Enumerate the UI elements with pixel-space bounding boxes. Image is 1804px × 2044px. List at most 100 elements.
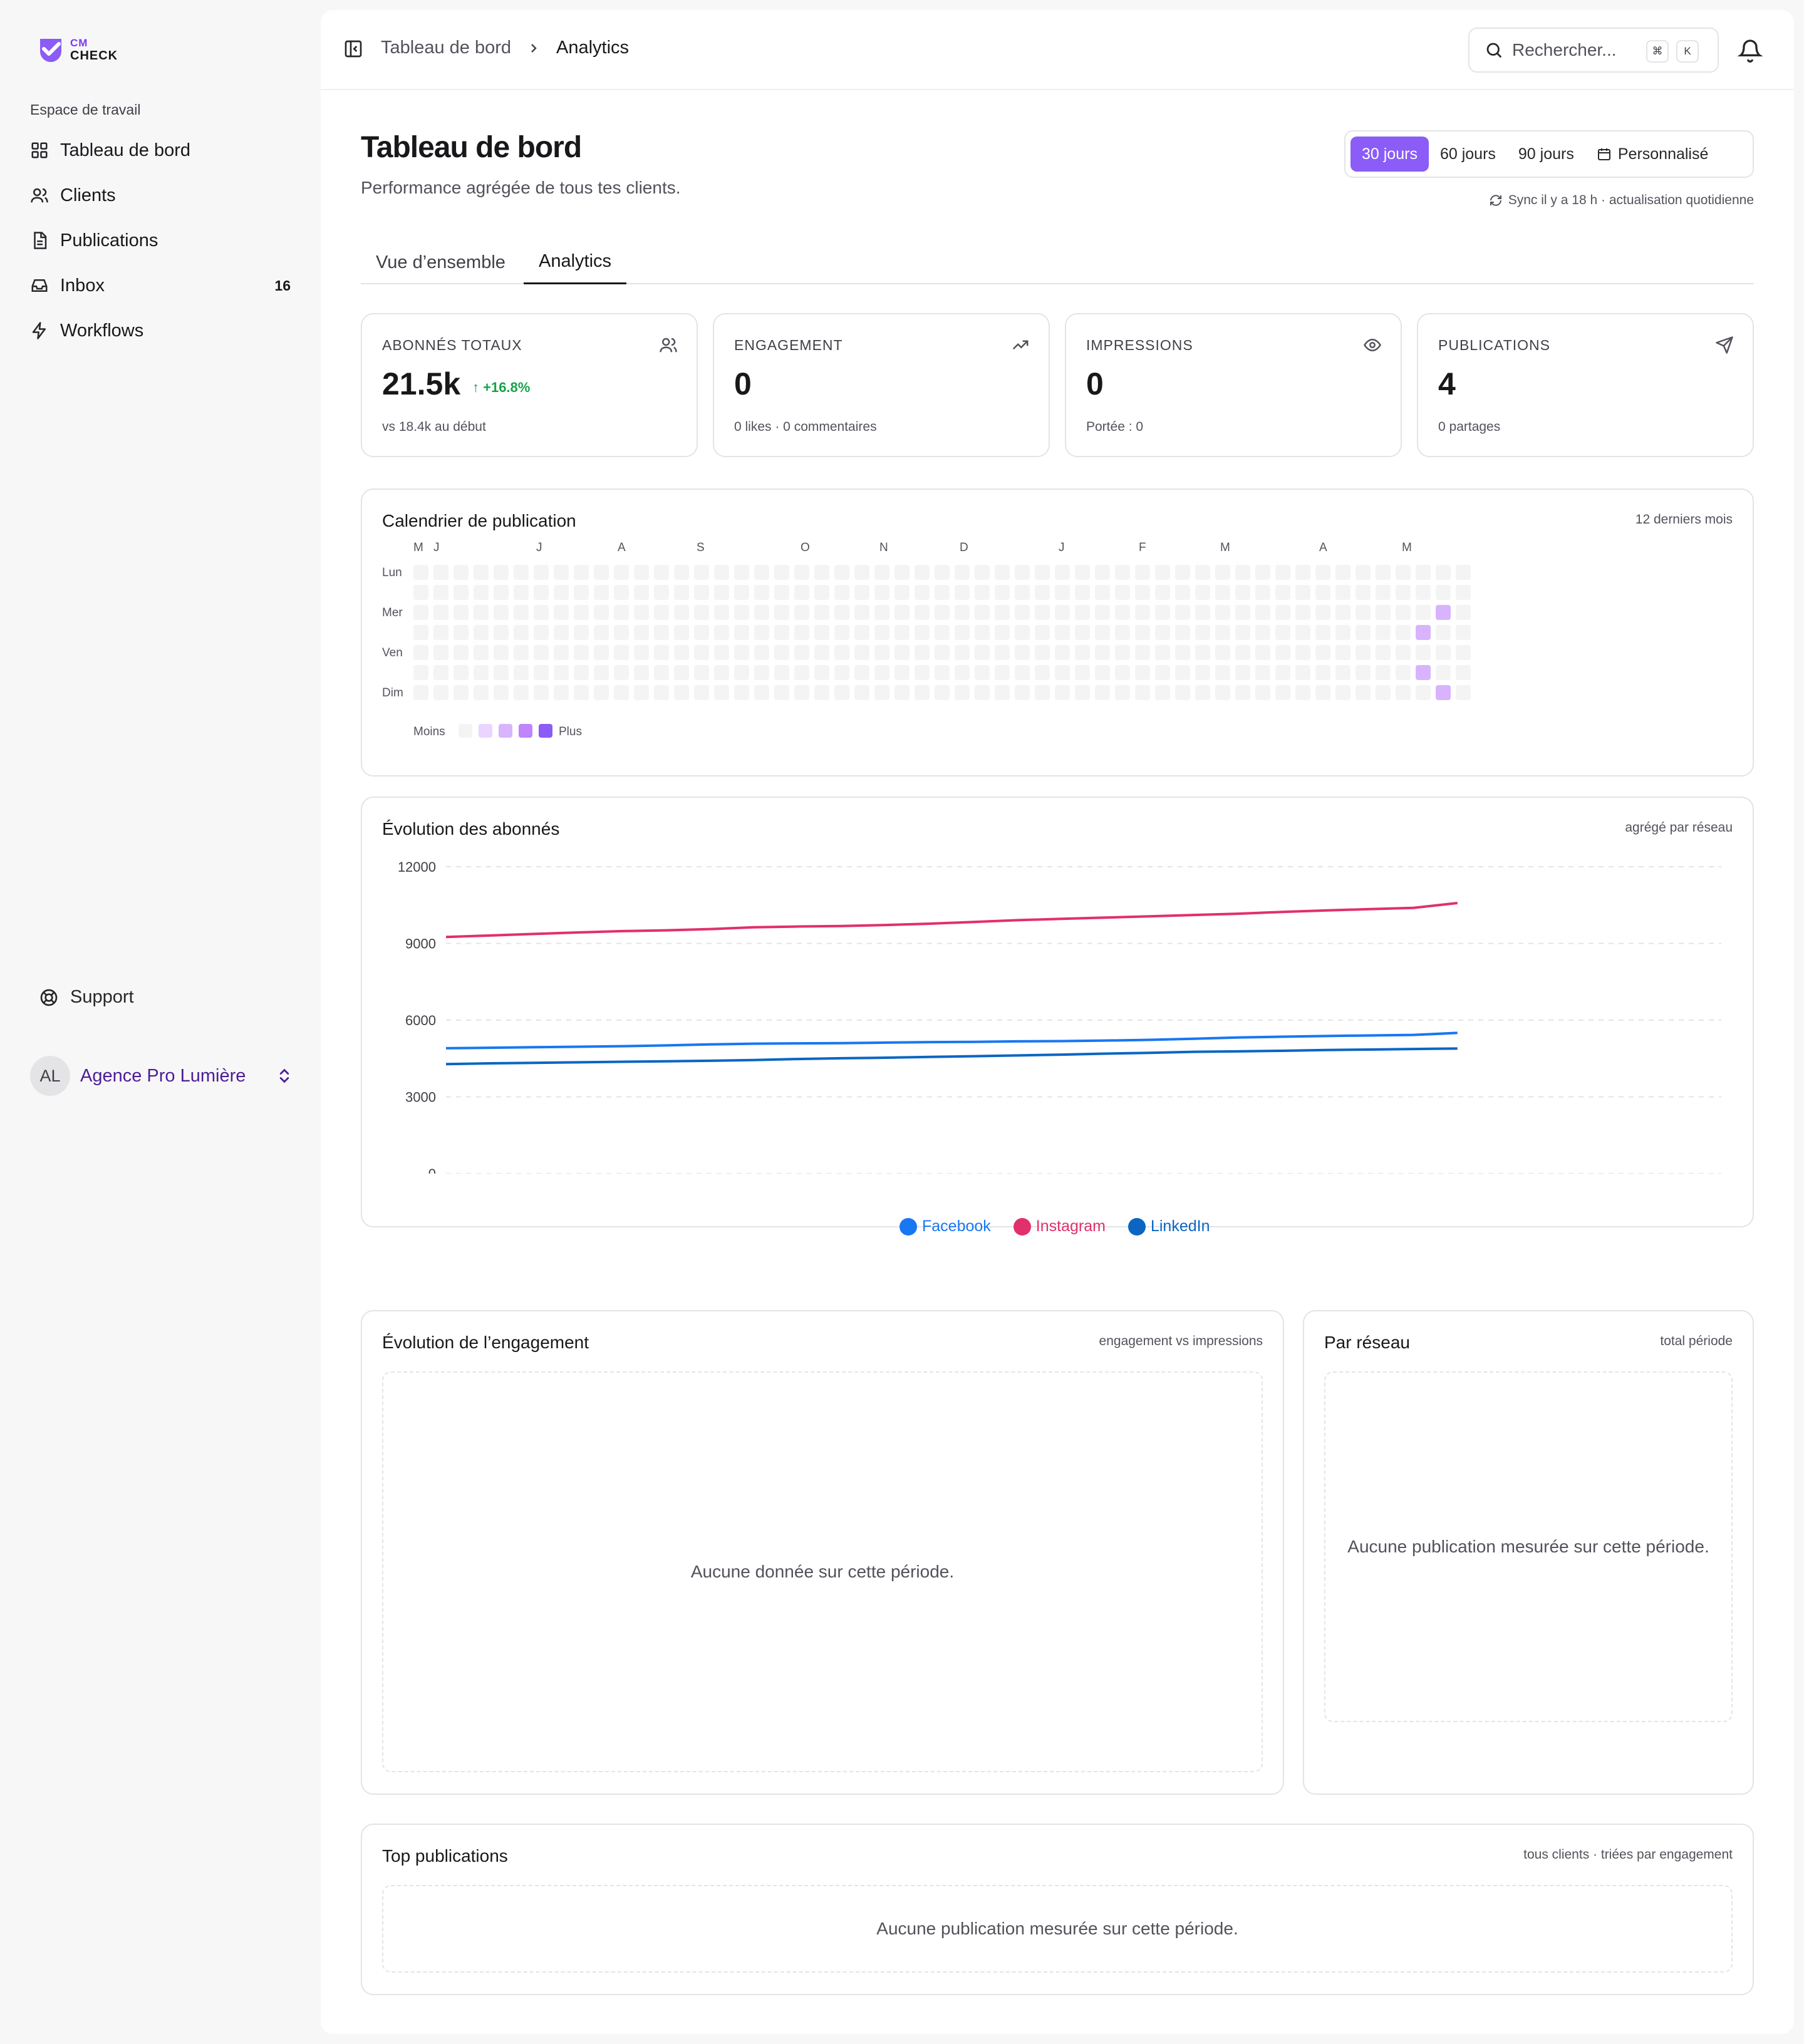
heatmap-cell[interactable] — [935, 685, 950, 700]
range-90-button[interactable]: 90 jours — [1518, 145, 1574, 163]
heatmap-cell[interactable] — [1396, 645, 1411, 660]
heatmap-cell[interactable] — [874, 625, 889, 640]
heatmap-cell[interactable] — [1295, 685, 1310, 700]
heatmap-cell[interactable] — [574, 645, 589, 660]
heatmap-cell[interactable] — [674, 645, 689, 660]
heatmap-cell[interactable] — [1255, 585, 1270, 600]
sidebar-item-dashboard[interactable]: Tableau de bord — [30, 128, 299, 173]
heatmap-cell[interactable] — [955, 625, 970, 640]
heatmap-cell[interactable] — [574, 665, 589, 680]
heatmap-cell[interactable] — [1095, 565, 1110, 580]
heatmap-cell[interactable] — [433, 605, 448, 620]
heatmap-cell[interactable] — [854, 565, 869, 580]
legend-item-linkedin[interactable]: LinkedIn — [1128, 1217, 1210, 1236]
heatmap-cell[interactable] — [734, 585, 749, 600]
heatmap-cell[interactable] — [413, 605, 428, 620]
heatmap-cell[interactable] — [894, 605, 910, 620]
heatmap-cell[interactable] — [874, 565, 889, 580]
sidebar-toggle-icon[interactable] — [343, 39, 363, 59]
heatmap-cell[interactable] — [574, 685, 589, 700]
heatmap-cell[interactable] — [413, 585, 428, 600]
heatmap-cell[interactable] — [1335, 625, 1350, 640]
heatmap-cell[interactable] — [734, 565, 749, 580]
heatmap-cell[interactable] — [794, 585, 809, 600]
heatmap-cell[interactable] — [433, 645, 448, 660]
heatmap-cell[interactable] — [935, 625, 950, 640]
heatmap-cell[interactable] — [594, 625, 609, 640]
heatmap-cell[interactable] — [1095, 685, 1110, 700]
heatmap-cell[interactable] — [955, 685, 970, 700]
heatmap-cell[interactable] — [794, 625, 809, 640]
heatmap-cell[interactable] — [1075, 625, 1090, 640]
heatmap-cell[interactable] — [433, 585, 448, 600]
heatmap-cell[interactable] — [674, 625, 689, 640]
heatmap-cell[interactable] — [694, 565, 709, 580]
heatmap-cell[interactable] — [1015, 625, 1030, 640]
heatmap-cell[interactable] — [594, 605, 609, 620]
legend-item-instagram[interactable]: Instagram — [1013, 1217, 1106, 1236]
heatmap-cell[interactable] — [714, 605, 729, 620]
heatmap-cell[interactable] — [454, 585, 469, 600]
heatmap-cell[interactable] — [1095, 585, 1110, 600]
heatmap-cell[interactable] — [433, 565, 448, 580]
heatmap-cell[interactable] — [714, 665, 729, 680]
heatmap-cell[interactable] — [1335, 645, 1350, 660]
heatmap-cell[interactable] — [1396, 565, 1411, 580]
heatmap-cell[interactable] — [1356, 625, 1371, 640]
heatmap-cell[interactable] — [774, 625, 789, 640]
heatmap-cell[interactable] — [594, 665, 609, 680]
heatmap-cell[interactable] — [494, 605, 509, 620]
heatmap-cell[interactable] — [634, 645, 649, 660]
heatmap-cell[interactable] — [975, 625, 990, 640]
heatmap-cell[interactable] — [674, 565, 689, 580]
heatmap-cell[interactable] — [975, 585, 990, 600]
heatmap-cell[interactable] — [935, 645, 950, 660]
heatmap-cell[interactable] — [1376, 585, 1391, 600]
heatmap-cell[interactable] — [834, 565, 849, 580]
heatmap-cell[interactable] — [1075, 645, 1090, 660]
heatmap-cell[interactable] — [634, 605, 649, 620]
heatmap-cell[interactable] — [1115, 665, 1130, 680]
series-line-linkedin[interactable] — [445, 1047, 1458, 1066]
heatmap-cell[interactable] — [1235, 565, 1250, 580]
heatmap-cell[interactable] — [1195, 605, 1210, 620]
heatmap-cell[interactable] — [1315, 685, 1330, 700]
heatmap-cell[interactable] — [1396, 665, 1411, 680]
heatmap-cell[interactable] — [814, 585, 829, 600]
heatmap-cell[interactable] — [955, 565, 970, 580]
heatmap-cell[interactable] — [834, 685, 849, 700]
heatmap-cell[interactable] — [1195, 685, 1210, 700]
heatmap-cell[interactable] — [874, 685, 889, 700]
heatmap-cell[interactable] — [915, 645, 930, 660]
heatmap-cell[interactable] — [1015, 665, 1030, 680]
heatmap-cell[interactable] — [754, 605, 769, 620]
heatmap-cell[interactable] — [1255, 645, 1270, 660]
heatmap-cell[interactable] — [1255, 625, 1270, 640]
heatmap-cell[interactable] — [474, 565, 489, 580]
heatmap-cell[interactable] — [854, 685, 869, 700]
heatmap-cell[interactable] — [1015, 605, 1030, 620]
heatmap-cell[interactable] — [915, 625, 930, 640]
series-line-facebook[interactable] — [445, 1031, 1458, 1050]
heatmap-cell[interactable] — [995, 605, 1010, 620]
heatmap-cell[interactable] — [474, 625, 489, 640]
heatmap-cell[interactable] — [894, 645, 910, 660]
heatmap-cell[interactable] — [1075, 565, 1090, 580]
heatmap-cell[interactable] — [554, 685, 569, 700]
heatmap-cell[interactable] — [1396, 605, 1411, 620]
heatmap-cell[interactable] — [1075, 665, 1090, 680]
heatmap-cell[interactable] — [1015, 585, 1030, 600]
heatmap-cell[interactable] — [1155, 685, 1170, 700]
heatmap-cell[interactable] — [854, 625, 869, 640]
heatmap-cell[interactable] — [413, 665, 428, 680]
heatmap-cell[interactable] — [454, 605, 469, 620]
heatmap-cell[interactable] — [1215, 625, 1230, 640]
heatmap-cell[interactable] — [454, 665, 469, 680]
heatmap-cell[interactable] — [894, 565, 910, 580]
heatmap-cell[interactable] — [654, 565, 669, 580]
heatmap-cell[interactable] — [1215, 585, 1230, 600]
heatmap-cell[interactable] — [995, 665, 1010, 680]
heatmap-cell[interactable] — [1035, 605, 1050, 620]
heatmap-cell[interactable] — [1175, 645, 1190, 660]
heatmap-cell[interactable] — [1155, 565, 1170, 580]
